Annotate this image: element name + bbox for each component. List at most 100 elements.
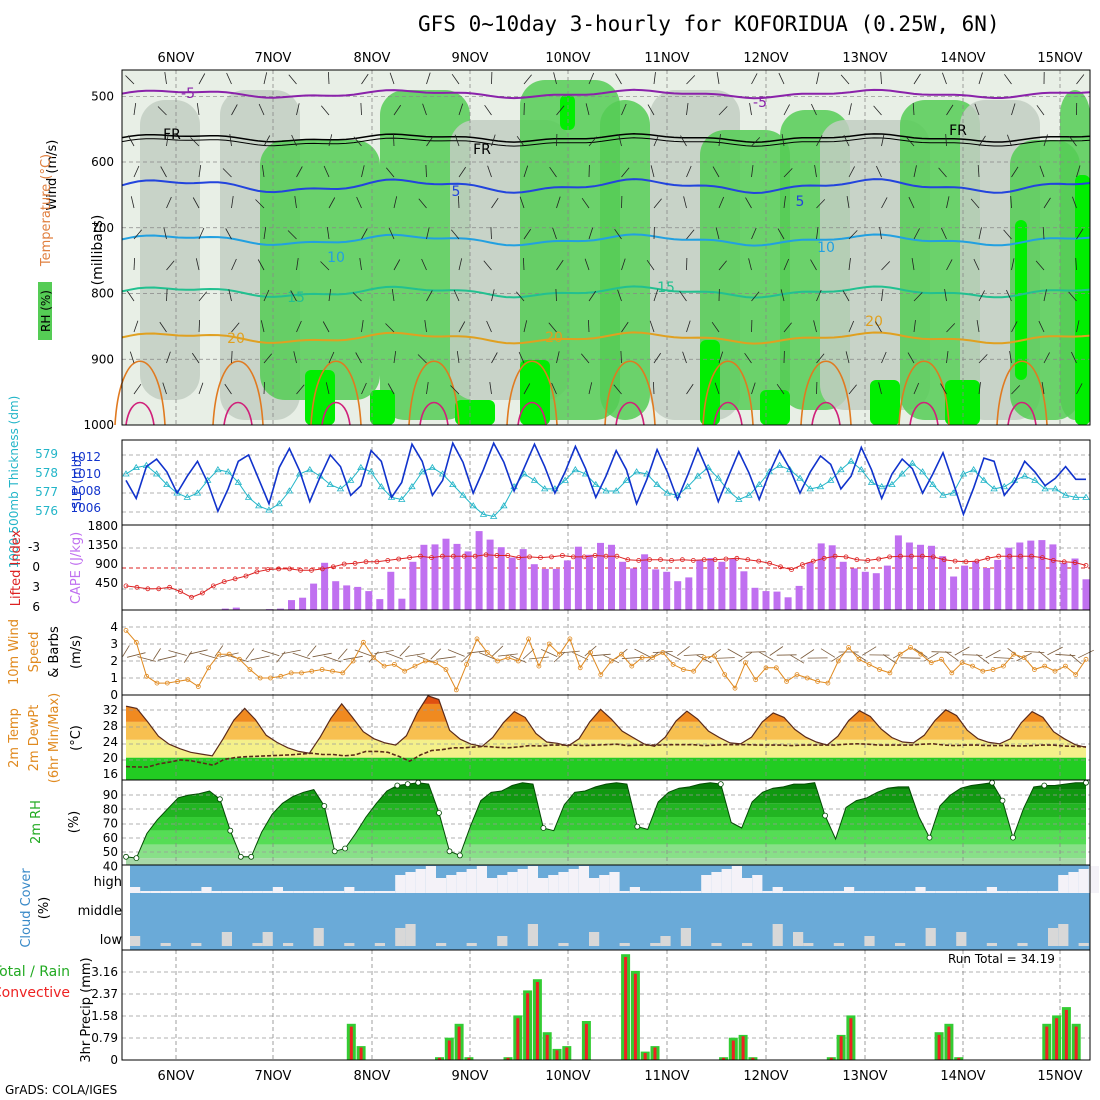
thickness-series-point <box>469 502 477 509</box>
lifted-index-series-point <box>909 553 914 559</box>
wind-speed-series-point <box>515 658 521 664</box>
cape-bar <box>398 598 406 610</box>
cape-tick: 900 <box>95 557 118 571</box>
wind-barb <box>263 227 267 240</box>
thickness-series-point <box>173 489 181 496</box>
cloud-high-block <box>691 891 702 893</box>
cloud-high-block <box>609 872 620 893</box>
cloud-high-block <box>293 891 304 893</box>
day-label-bottom: 7NOV <box>255 1069 292 1084</box>
surface-wind-barb <box>962 654 983 656</box>
temp-band <box>126 703 1086 722</box>
wind-barb <box>875 321 882 333</box>
wind-ylabel-1: 10m Wind <box>7 619 22 685</box>
cloud-low-block <box>1017 943 1028 946</box>
cloud-high-block <box>589 878 600 893</box>
wind-barb <box>515 291 525 302</box>
rh-point <box>989 779 995 786</box>
rh-point <box>540 825 547 831</box>
thickness-series-point <box>163 480 171 488</box>
wind-barb <box>711 321 720 333</box>
cloud-high-block <box>670 891 681 893</box>
cloud-low-block <box>436 943 447 946</box>
cape-bar <box>431 544 439 610</box>
lifted-index-series-point <box>221 579 227 585</box>
wind-speed-series-point <box>299 670 304 676</box>
wind-barb <box>198 382 204 395</box>
wind-barb <box>816 72 820 85</box>
li-tick: -3 <box>28 540 40 554</box>
wind-barb <box>615 73 622 85</box>
wind-barb <box>913 292 923 302</box>
lifted-index-series-point <box>560 553 565 558</box>
cape-bar <box>475 531 483 610</box>
rh-point <box>415 779 422 786</box>
thickness-series-point <box>1031 476 1039 483</box>
cape-bar <box>685 577 693 610</box>
precip-convective-bar <box>565 1047 569 1060</box>
rh-point <box>634 823 641 830</box>
cloud-low-block <box>793 932 804 946</box>
wind-barb <box>453 289 460 302</box>
wind-speed-series-point <box>773 665 779 671</box>
wind-speed-series-point <box>598 672 604 677</box>
lifted-index-series-point <box>712 557 718 563</box>
wind-speed-series-point <box>980 668 986 674</box>
wind-barb <box>1068 291 1077 302</box>
day-label-top: 10NOV <box>545 51 590 66</box>
rh-shading-group <box>140 80 1090 425</box>
wind-barb <box>450 385 460 395</box>
wind-barb <box>946 351 949 364</box>
rh-point <box>436 810 442 816</box>
wind-barb <box>191 352 200 364</box>
cloud-low-block <box>252 943 263 946</box>
cape-bar <box>1027 540 1035 610</box>
wind-speed-series-point <box>691 668 697 674</box>
thickness-series-point <box>530 476 539 483</box>
wind-barb <box>751 382 756 395</box>
wind-barb <box>911 258 915 271</box>
wind-barb <box>876 165 882 178</box>
wind-speed-series-point <box>670 662 676 667</box>
cloud-high-block <box>793 891 804 893</box>
surface-wind-barb <box>820 648 836 658</box>
cloud-high-block <box>680 891 691 893</box>
lifted-index-series-point <box>614 553 620 559</box>
surface-wind-barb <box>800 649 815 659</box>
surface-wind-barb <box>498 653 518 657</box>
cloud-blocks-group <box>130 866 1099 946</box>
wind-barb <box>388 227 395 240</box>
day-label-top: 8NOV <box>354 51 391 66</box>
isotherm-minus5 <box>121 88 1091 100</box>
isotherm-25-loop <box>506 360 558 426</box>
wind-speed-series-point <box>1011 651 1017 657</box>
isotherm-5 <box>121 178 1091 195</box>
thickness-series-point <box>152 470 161 477</box>
wind-barb <box>1076 228 1084 240</box>
thickness-series-point <box>622 476 631 483</box>
lifted-index-series-point <box>167 584 173 590</box>
wind-barb <box>679 290 687 302</box>
wind-speed-series-point <box>350 658 356 664</box>
thickness-series-point <box>326 480 334 488</box>
cloud-low-block <box>742 943 753 946</box>
thickness-series-point <box>541 485 549 492</box>
wind-barb <box>352 292 362 302</box>
wind-barb <box>133 229 143 240</box>
wind-barb <box>523 228 532 240</box>
cloud-high-block <box>823 891 834 893</box>
wind-tick: 3 <box>110 637 118 651</box>
rh-point <box>227 827 234 834</box>
surface-wind-barb <box>923 652 939 662</box>
surface-wind-barb <box>199 653 218 659</box>
cloud-high-block <box>752 875 763 893</box>
lifted-index-series-point <box>276 566 282 572</box>
lifted-index-series-point <box>680 557 685 563</box>
rh-ylabel: 2m RH <box>29 800 44 844</box>
lifted-index-series-point <box>516 555 522 560</box>
wind-barb <box>263 72 268 85</box>
surface-wind-barb <box>914 648 928 658</box>
cape-bar <box>608 544 615 610</box>
isotherm-10 <box>121 233 1091 247</box>
wind-barb <box>328 351 335 364</box>
